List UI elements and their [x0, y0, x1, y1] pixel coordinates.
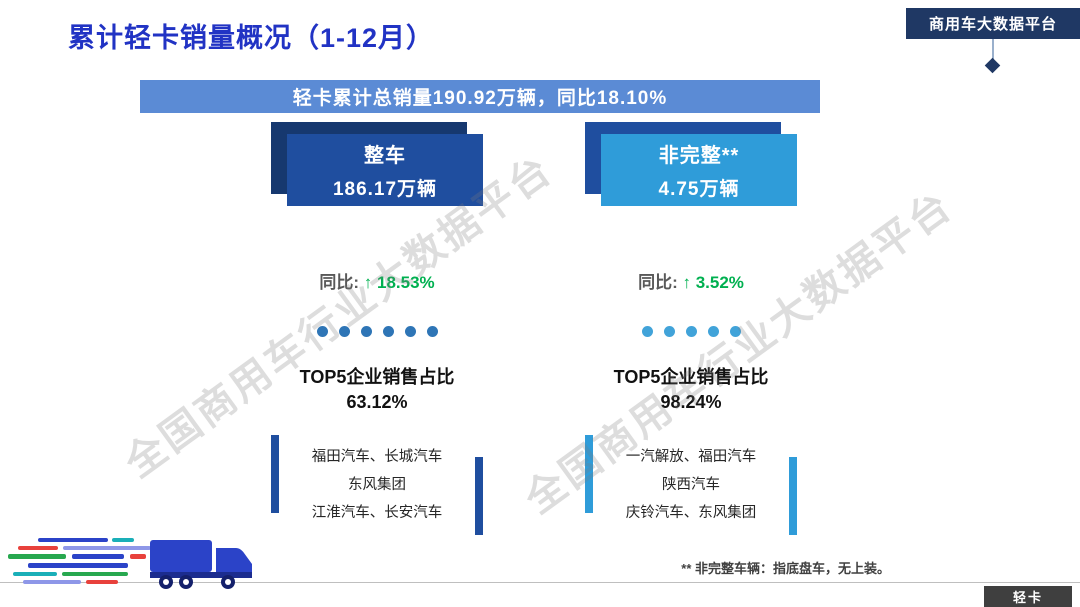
- dot: [360, 326, 372, 337]
- column-incomplete-vehicle: 非完整** 4.75万辆 同比: ↑ 3.52% TOP5企业销售占比 98.2…: [576, 122, 806, 535]
- company-line: 江淮汽车、长安汽车: [311, 505, 443, 521]
- yoy-percent: 3.52%: [695, 273, 744, 292]
- column-complete-vehicle: 整车 186.17万辆 同比: ↑ 18.53% TOP5企业销售占比 63.1…: [262, 122, 492, 535]
- up-arrow-icon: ↑: [682, 273, 691, 292]
- platform-badge: 商用车大数据平台: [906, 8, 1080, 39]
- company-line: 一汽解放、福田汽车: [625, 449, 757, 465]
- dot: [641, 326, 653, 337]
- yoy-label: 同比:: [319, 273, 360, 292]
- dot: [338, 326, 350, 337]
- top5-block: TOP5企业销售占比 98.24%: [576, 365, 806, 415]
- top5-label: TOP5企业销售占比: [299, 367, 455, 387]
- yoy-row: 同比: ↑ 18.53%: [262, 268, 492, 293]
- box-title: 非完整**: [658, 145, 740, 167]
- yoy-row: 同比: ↑ 3.52%: [576, 268, 806, 293]
- category-badge: 轻卡: [984, 586, 1072, 607]
- incomplete-vehicle-box: 非完整** 4.75万辆: [585, 122, 797, 206]
- truck-speedlines-icon: [8, 538, 252, 589]
- dot: [663, 326, 675, 337]
- top5-block: TOP5企业销售占比 63.12%: [262, 365, 492, 415]
- badge-connector-line: [992, 39, 994, 61]
- company-line: 福田汽车、长城汽车: [311, 449, 443, 465]
- company-list: 一汽解放、福田汽车 陕西汽车 庆铃汽车、东风集团: [585, 435, 797, 535]
- box-value: 4.75万辆: [658, 179, 740, 200]
- list-accent-bar-right: [475, 457, 483, 535]
- box-main: 非完整** 4.75万辆: [601, 134, 797, 206]
- dot: [316, 326, 328, 337]
- yoy-label: 同比:: [638, 273, 678, 292]
- list-accent-bar-right: [789, 457, 797, 535]
- company-line: 庆铃汽车、东风集团: [625, 505, 757, 521]
- dot: [729, 326, 741, 337]
- company-list: 福田汽车、长城汽车 东风集团 江淮汽车、长安汽车: [271, 435, 483, 535]
- dots-row: [262, 326, 492, 337]
- box-value: 186.17万辆: [332, 179, 438, 200]
- dot: [382, 326, 394, 337]
- box-main: 整车 186.17万辆: [287, 134, 483, 206]
- company-line: 东风集团: [348, 477, 406, 493]
- summary-banner: 轻卡累计总销量190.92万辆，同比18.10%: [140, 80, 820, 113]
- yoy-value: ↑ 3.52%: [682, 273, 743, 292]
- page-title: 累计轻卡销量概况（1-12月）: [68, 23, 435, 53]
- badge-diamond: [984, 57, 1001, 74]
- top5-label: TOP5企业销售占比: [613, 367, 769, 387]
- divider-line: [0, 582, 1080, 583]
- yoy-percent: 18.53%: [376, 273, 435, 292]
- dot: [685, 326, 697, 337]
- dot: [426, 326, 438, 337]
- dot: [707, 326, 719, 337]
- dot: [404, 326, 416, 337]
- yoy-value: ↑ 18.53%: [364, 273, 435, 292]
- footnote: ** 非完整车辆：指底盘车，无上装。: [681, 561, 890, 576]
- box-title: 整车: [364, 145, 406, 167]
- company-line: 陕西汽车: [662, 477, 720, 493]
- complete-vehicle-box: 整车 186.17万辆: [271, 122, 483, 206]
- list-accent-bar-left: [271, 435, 279, 513]
- up-arrow-icon: ↑: [363, 273, 373, 292]
- top5-value: 98.24%: [660, 392, 722, 412]
- top5-value: 63.12%: [346, 392, 408, 412]
- list-accent-bar-left: [585, 435, 593, 513]
- dots-row: [576, 326, 806, 337]
